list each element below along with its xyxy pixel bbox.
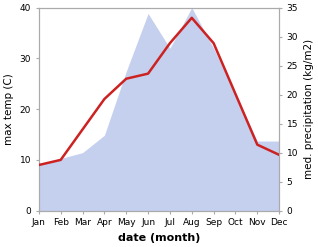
Y-axis label: med. precipitation (kg/m2): med. precipitation (kg/m2) <box>304 39 314 179</box>
Y-axis label: max temp (C): max temp (C) <box>4 73 14 145</box>
X-axis label: date (month): date (month) <box>118 233 200 243</box>
